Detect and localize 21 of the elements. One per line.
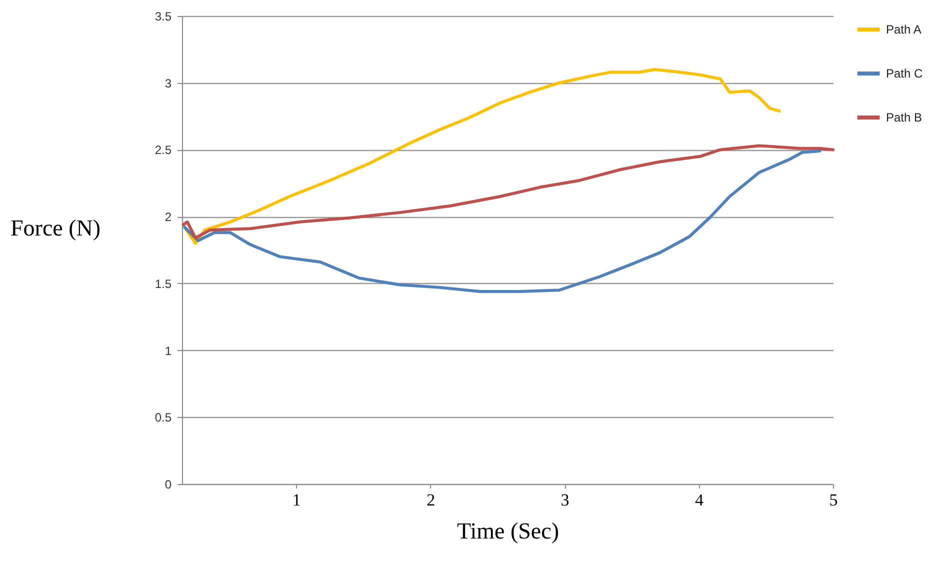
y-tick-label: 0	[164, 478, 172, 492]
y-tick-label: 1	[164, 344, 172, 358]
x-tick-label: 3	[560, 490, 570, 510]
legend-label: Path C	[886, 66, 924, 80]
y-tick-label: 0.5	[154, 410, 172, 425]
line-series	[183, 150, 822, 293]
legend-label: Path A	[886, 22, 922, 36]
line-series	[182, 144, 834, 240]
x-tick-label: 4	[695, 490, 704, 510]
y-tick-label: 2	[164, 210, 172, 224]
x-tick-label: 2	[426, 490, 436, 510]
x-axis-title: Time (Sec)	[456, 518, 560, 544]
x-tick-label: 5	[829, 490, 838, 510]
x-tick-label: 1	[292, 490, 301, 510]
y-tick-label: 2.5	[154, 143, 172, 158]
legend-label: Path B	[886, 110, 922, 124]
y-axis-title: Force (N)	[10, 216, 101, 240]
y-tick-label: 3	[164, 76, 172, 90]
y-tick-label: 3.5	[154, 10, 172, 24]
y-tick-label: 1.5	[154, 276, 172, 291]
line-series	[183, 68, 781, 245]
